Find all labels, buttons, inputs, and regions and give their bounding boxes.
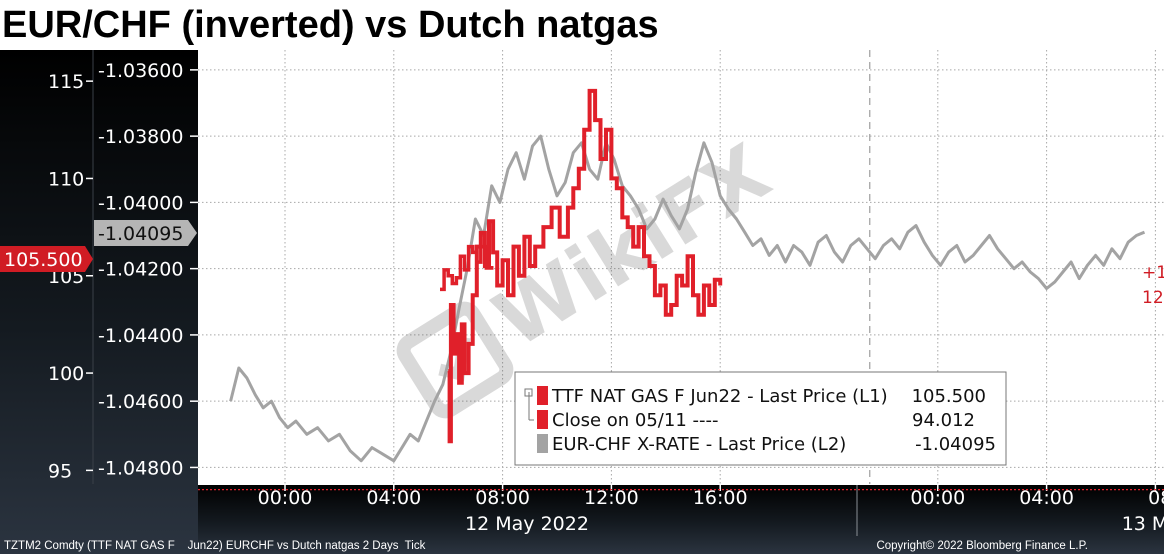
l1-tick-label: 95 xyxy=(48,460,72,482)
legend-value-eurchf: -1.04095 xyxy=(915,434,996,455)
l1-tick-label: 110 xyxy=(48,168,84,190)
x-tick-label: 04:00 xyxy=(1019,487,1074,509)
x-tick-label: 00:00 xyxy=(910,487,965,509)
bottom-axis-panel xyxy=(198,485,1164,554)
legend-swatch-ttf xyxy=(537,386,548,405)
l2-tick-label: -1.04200 xyxy=(98,259,183,281)
right-edge-label-1: +1 xyxy=(1142,263,1164,283)
tag-l2-text: -1.04095 xyxy=(98,223,183,245)
legend-value-ttf: 105.500 xyxy=(912,386,986,407)
l1-tick-label: 115 xyxy=(48,71,84,93)
l2-tick-label: -1.03600 xyxy=(98,60,183,82)
left-axis-panel xyxy=(0,50,198,554)
l2-tick-label: -1.04800 xyxy=(98,457,183,479)
x-tick-label: 00:00 xyxy=(258,487,313,509)
x-tick-label: 08: xyxy=(1148,487,1164,509)
legend-swatch-eurchf xyxy=(537,434,548,453)
series-eurchf-line xyxy=(229,134,1146,463)
x-tick-label: 04:00 xyxy=(366,487,421,509)
chart-title: EUR/CHF (inverted) vs Dutch natgas xyxy=(2,4,659,46)
series-layer xyxy=(198,88,1164,491)
legend-label-close: Close on 05/11 ---- xyxy=(552,410,718,431)
right-edge-label-2: 12 xyxy=(1142,288,1164,308)
date-label: 12 May 2022 xyxy=(465,513,589,535)
l2-tick-label: -1.04600 xyxy=(98,391,183,413)
gridlines xyxy=(198,50,1164,484)
x-tick-label: 16:00 xyxy=(693,487,748,509)
x-axis: 00:00 04:00 08:00 12:00 16:00 00:00 04:00 08: 12… xyxy=(258,485,1164,535)
footer-source: TZTM2 Comdty (TTF NAT GAS F Jun22) EURCH… xyxy=(4,540,426,552)
l2-tick-label: -1.04400 xyxy=(98,325,183,347)
tag-l1-text: 105.500 xyxy=(4,249,83,271)
legend-label-eurchf: EUR-CHF X-RATE - Last Price (L2) xyxy=(552,434,846,455)
x-tick-label: 12:00 xyxy=(584,487,639,509)
legend-swatch-close xyxy=(537,410,548,429)
legend-label-ttf: TTF NAT GAS F Jun22 - Last Price (L1) xyxy=(551,386,888,407)
legend: TTF NAT GAS F Jun22 - Last Price (L1) 10… xyxy=(514,371,1007,466)
l2-tick-label: -1.03800 xyxy=(98,126,183,148)
legend-value-close: 94.012 xyxy=(912,410,975,431)
series-ttf-line-day2 xyxy=(440,244,494,292)
legend-box xyxy=(514,371,1007,466)
left-axis-l2: -1.03600 -1.03800 -1.04000 -1.04200 -1.04400… xyxy=(98,60,198,479)
l1-tick-label: 100 xyxy=(48,363,84,385)
tag-l2-last: -1.04095 xyxy=(94,220,197,246)
tag-l1-last: 105.500 xyxy=(0,246,93,272)
series-ttf-line xyxy=(447,88,723,444)
footer-copyright: Copyright© 2022 Bloomberg Finance L.P. xyxy=(876,540,1088,552)
l2-tick-label: -1.04000 xyxy=(98,192,183,214)
date-label: 13 M xyxy=(1122,513,1164,535)
x-tick-label: 08:00 xyxy=(475,487,530,509)
